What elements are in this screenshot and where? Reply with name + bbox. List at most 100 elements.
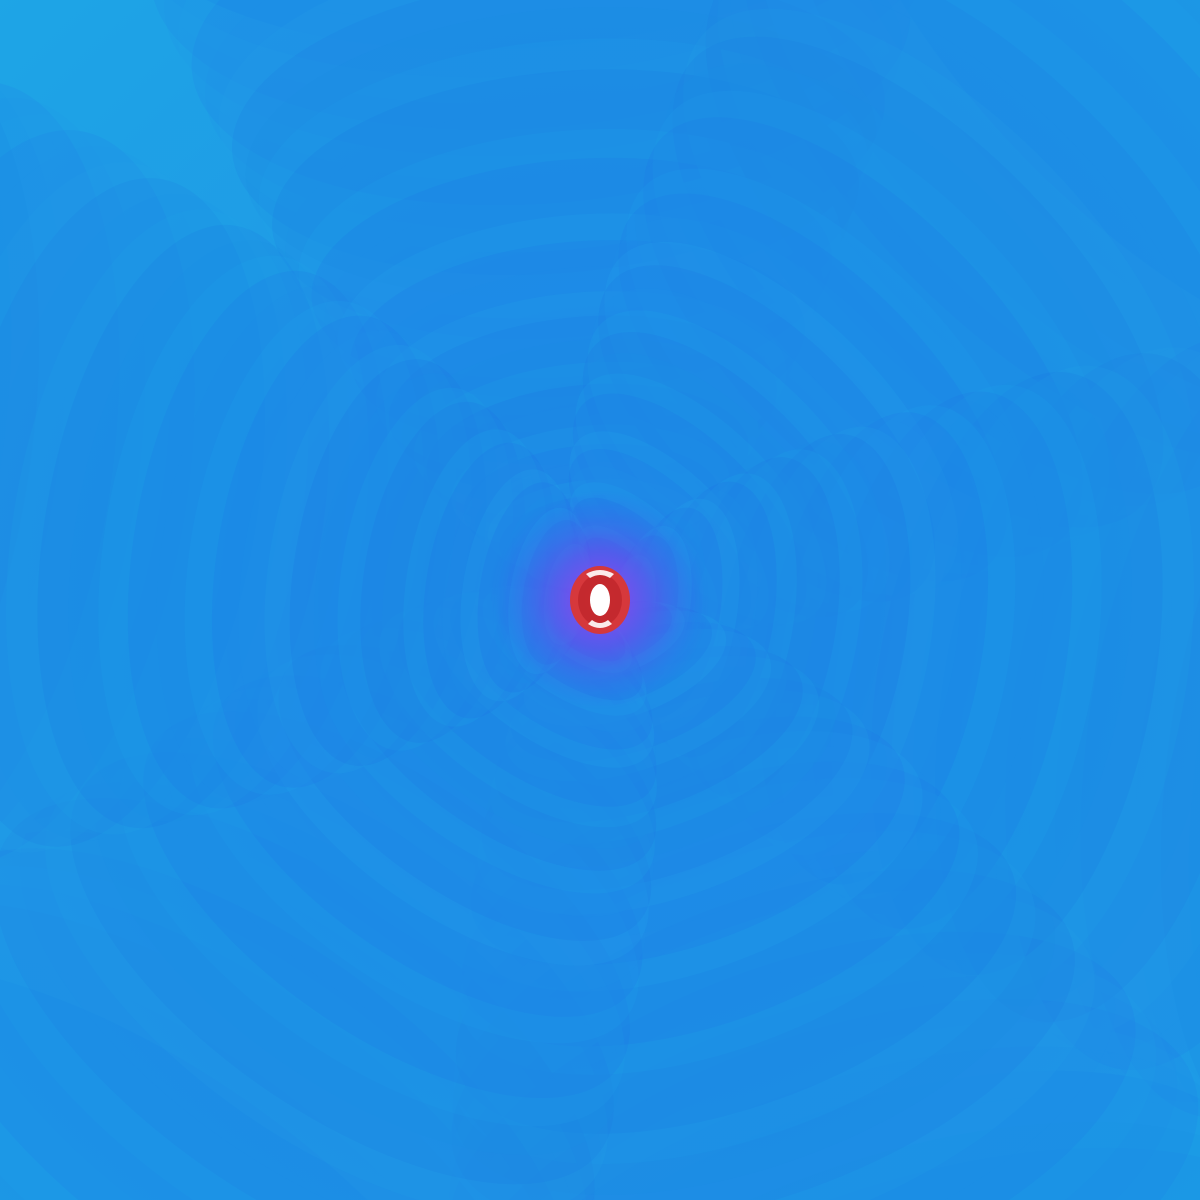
tunnel-layer [981,341,1200,1054]
tunnel-layer [0,884,556,1200]
tunnel-layer [694,0,1200,506]
tunnel-layer [643,117,1083,557]
tunnel-layer [652,90,1110,548]
tunnel-layer [119,724,625,1127]
tunnel-layer [397,601,657,807]
tunnel-layer [587,310,890,613]
tunnel-layer [212,675,643,1017]
tunnel-layer [258,38,868,319]
tunnel-layer [245,7,877,298]
tunnel-layer [448,931,1136,1200]
tunnel-layer [376,291,787,480]
tunnel-layer [870,371,1163,976]
tunnel-layer [1029,330,1200,1086]
tunnel-layer [481,677,853,891]
tunnel-layer [672,36,1164,528]
tunnel-layer [699,441,887,827]
tunnel-layer [272,69,859,340]
tunnel-layer [298,128,841,379]
tunnel-layer [459,778,978,1075]
tunnel-layer [184,300,424,795]
tunnel-layer [0,848,572,1200]
tunnel-layer [793,398,1044,915]
tunnel-layer [582,332,868,618]
tunnel-layer [1080,318,1200,1119]
tunnel-layer [462,761,960,1047]
tunnel-layer [278,644,652,941]
tunnel-layer [0,81,120,882]
tunnel-layer [683,8,1192,517]
tunnel-layer [68,240,350,822]
tunnel-layer [783,0,1200,417]
tunnel-layer [401,339,768,508]
tunnel-layer [264,344,472,774]
tunnel-layer [717,0,1200,483]
tunnel-layer [320,627,655,894]
tunnel-layer [382,415,537,735]
tunnel-layer [485,666,836,867]
tunnel-layer [578,353,847,622]
tunnel-layer [0,902,547,1200]
tunnel-layer [742,0,1200,458]
tunnel-layer [686,449,863,813]
tunnel-layer [313,373,501,759]
tunnel-layer [0,830,580,1200]
tunnel-layer [289,359,487,766]
tunnel-layer [449,1070,1200,1200]
tunnel-layer [205,0,902,230]
tunnel-layer [0,97,146,876]
tunnel-layer [388,315,778,495]
tunnel-layer [150,0,936,131]
tunnel-layer [191,0,911,206]
tunnel-layer [713,434,911,841]
tunnel-layer [0,814,588,1200]
tunnel-layer [575,373,827,625]
tunnel-layer [452,849,1056,1196]
tunnel-layer [0,178,265,847]
tunnel-layer [337,387,514,751]
tunnel-layer [211,315,441,788]
tunnel-layer [166,698,635,1071]
tunnel-layer [360,612,657,849]
tunnel-layer [0,865,564,1200]
tunnel-layer [450,889,1095,1200]
tunnel-layer [448,975,1178,1200]
tunnel-layer [618,193,1007,582]
tunnel-layer [634,143,1057,566]
tunnel-layer [828,0,1200,372]
tunnel-layer [426,383,749,532]
tunnel-layer [449,910,1116,1200]
tunnel-layer [812,391,1073,930]
tunnel-layer [0,114,171,870]
tunnel-layer [449,1046,1200,1200]
tunnel-layer [662,63,1137,538]
tunnel-layer [455,812,1017,1134]
core-center [590,584,610,616]
tunnel-layer [592,288,912,608]
tunnel-layer [935,353,1200,1022]
tunnel-layer [363,265,796,465]
tunnel-layer [164,0,928,156]
tunnel-layer [94,738,620,1156]
tunnel-layer [457,795,997,1105]
tunnel-layer [218,0,894,253]
tunnel-layer [360,401,526,743]
tunnel-layer [850,378,1132,960]
tunnel-layer [257,654,649,966]
tunnel-layer [98,255,369,816]
tunnel-layer [438,404,739,543]
tunnel-layer [1005,335,1200,1070]
tunnel-layer [340,619,657,871]
tunnel-layer [913,359,1200,1007]
tunnel-layer [299,635,654,917]
tunnel-layer [6,209,309,835]
tunnel-layer [1054,324,1200,1103]
tunnel-layer [598,265,935,602]
tunnel-layer [231,0,885,276]
tunnel-layer [474,703,887,940]
tunnel-layer [45,767,608,1200]
core-highlight-top [586,570,614,578]
tunnel-layer [37,224,330,829]
